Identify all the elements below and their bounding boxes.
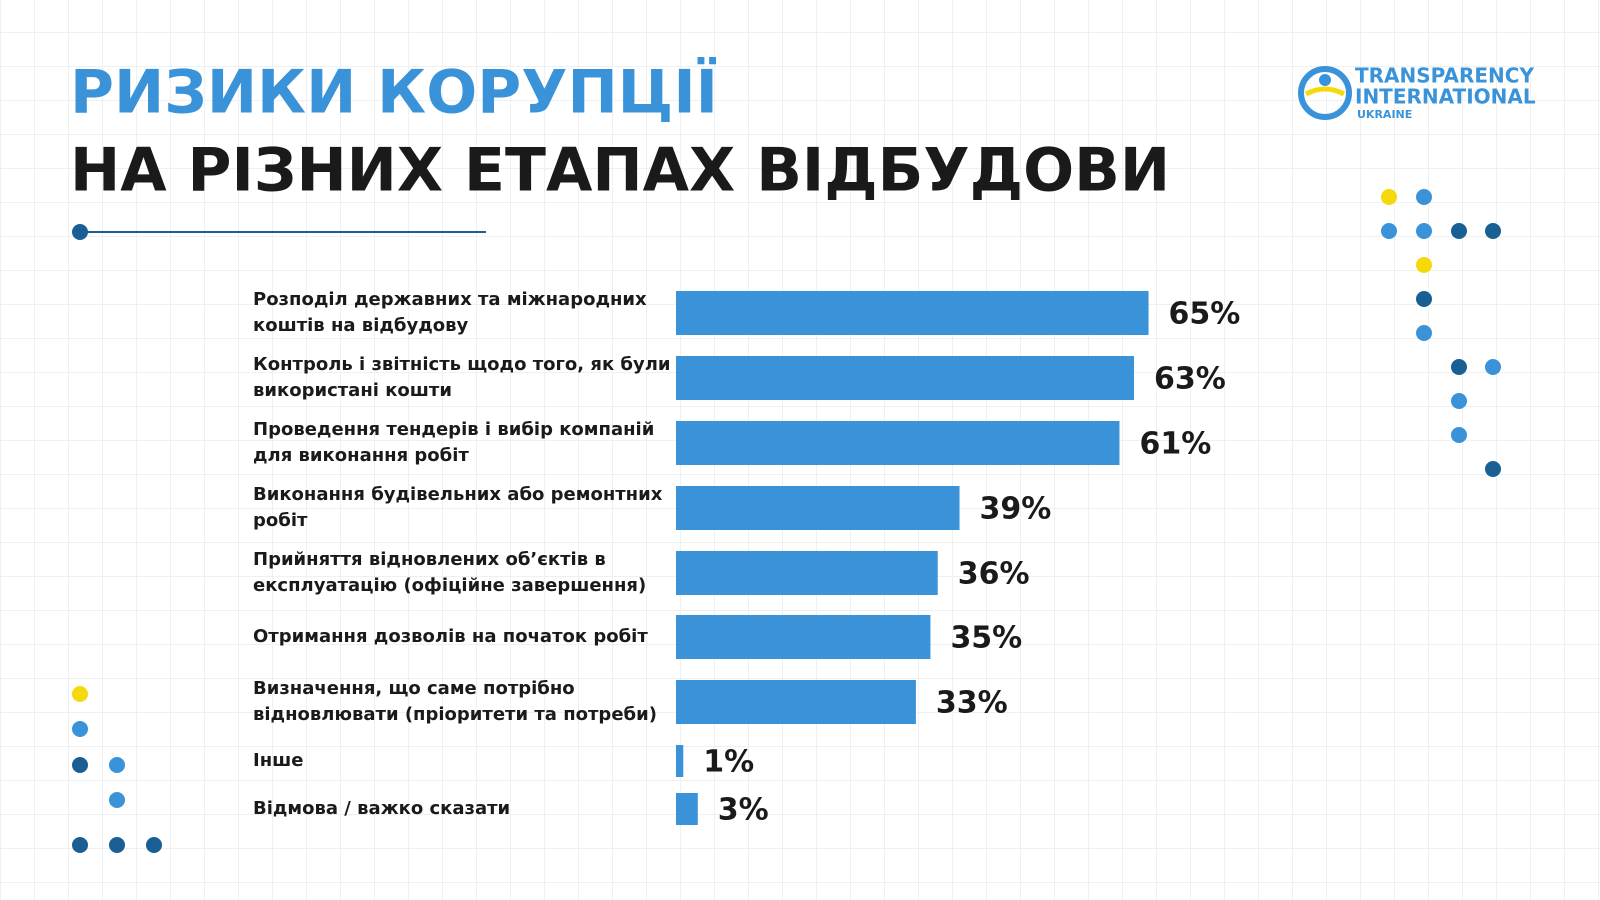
category-label: Розподіл державних та міжнародних коштів… xyxy=(253,289,647,336)
dot xyxy=(1416,223,1432,239)
chart-subtitle: НА РІЗНИХ ЕТАПАХ ВІДБУДОВИ xyxy=(70,136,1170,206)
category-label: Прийняття відновлених об’єктів в експлуа… xyxy=(253,549,647,596)
dot xyxy=(1485,359,1501,375)
bar xyxy=(676,551,938,595)
dot xyxy=(1416,257,1432,273)
dot xyxy=(1485,461,1501,477)
bar xyxy=(676,745,684,777)
logo-arc xyxy=(1304,86,1346,97)
dot xyxy=(1451,393,1467,409)
bar xyxy=(676,291,1149,335)
logo-text: TRANSPARENCY xyxy=(1355,64,1534,88)
dot xyxy=(1485,223,1501,239)
dot xyxy=(1416,291,1432,307)
value-label: 1% xyxy=(703,745,754,780)
bar xyxy=(676,680,916,724)
chart-title: РИЗИКИ КОРУПЦІЇ xyxy=(70,56,718,128)
dot xyxy=(72,686,88,702)
dot xyxy=(109,792,125,808)
dot xyxy=(72,837,88,853)
divider-dot xyxy=(72,224,88,240)
value-label: 35% xyxy=(950,621,1022,656)
category-label: Контроль і звітність щодо того, як були … xyxy=(253,354,671,401)
bar xyxy=(676,615,931,659)
category-label: Відмова / важко сказати xyxy=(253,798,511,819)
logo-ring xyxy=(1298,66,1352,120)
dot xyxy=(1381,223,1397,239)
value-label: 3% xyxy=(718,793,769,828)
dot xyxy=(72,721,88,737)
category-label: Визначення, що саме потрібно відновлюват… xyxy=(253,678,657,725)
bar xyxy=(676,793,698,825)
category-label: Отримання дозволів на початок робіт xyxy=(253,626,648,647)
dot xyxy=(109,837,125,853)
logo-head xyxy=(1319,74,1331,86)
dot xyxy=(1416,325,1432,341)
value-label: 65% xyxy=(1169,297,1241,332)
value-label: 36% xyxy=(958,557,1030,592)
value-label: 39% xyxy=(980,492,1052,527)
bar xyxy=(676,356,1135,400)
category-label: Інше xyxy=(253,750,304,771)
dot xyxy=(1451,359,1467,375)
category-label: Виконання будівельних або ремонтних робі… xyxy=(253,484,663,531)
dot xyxy=(1451,223,1467,239)
dot xyxy=(1416,189,1432,205)
logo-text: UKRAINE xyxy=(1357,108,1412,121)
dot xyxy=(109,757,125,773)
bar xyxy=(676,421,1120,465)
category-label: Проведення тендерів і вибір компаній для… xyxy=(253,419,655,466)
decor-dots xyxy=(72,189,1501,853)
bar xyxy=(676,486,960,530)
dot xyxy=(146,837,162,853)
value-label: 63% xyxy=(1154,362,1226,397)
value-label: 33% xyxy=(936,686,1008,721)
dot xyxy=(1381,189,1397,205)
dot xyxy=(72,757,88,773)
dot xyxy=(1451,427,1467,443)
value-label: 61% xyxy=(1139,427,1211,462)
logo: TRANSPARENCY INTERNATIONAL UKRAINE xyxy=(1298,64,1536,121)
logo-text: INTERNATIONAL xyxy=(1355,85,1536,109)
